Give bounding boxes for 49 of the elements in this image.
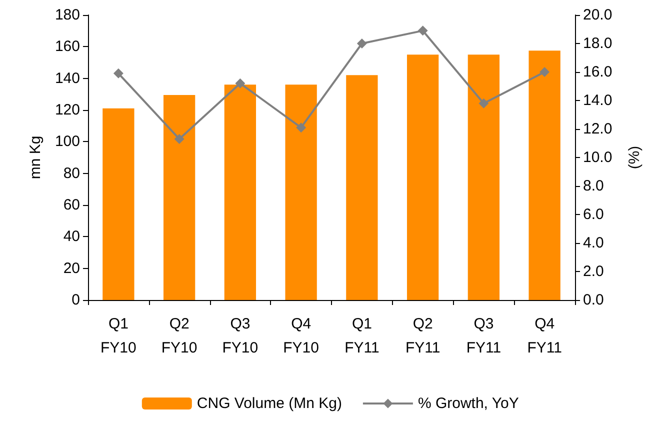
point [113,68,124,78]
x-tick-label: Q3 FY11 [466,316,502,356]
point [540,67,550,77]
y-tick-label: 160 [54,38,80,56]
y2-tick-label: 4.0 [583,234,604,252]
bar [406,54,439,300]
y2-tick-label: 20.0 [583,6,612,24]
x-tick-label: Q2 FY11 [405,316,440,356]
bar [224,84,256,300]
y2-axis-title: (%) [626,146,643,170]
point [356,38,367,48]
y-tick-label: 140 [54,70,80,87]
point [296,122,306,133]
y2-tick-label: 14.0 [583,92,612,109]
x-tick-label: Q4 FY11 [527,316,562,356]
y2-tick-label: 0.0 [583,292,604,308]
point [174,134,184,144]
y-tick-label: 100 [54,133,80,150]
y-tick-label: 20 [63,260,80,277]
y2-tick-label: 8.0 [583,178,604,194]
y2-tick-label: 18.0 [583,35,612,52]
x-tick-label: Q4 FY10 [283,316,319,356]
point [478,98,489,108]
y2-tick-label: 6.0 [583,206,604,223]
y-tick-label: 180 [54,6,80,24]
bar [468,54,500,300]
y-tick-label: 80 [63,164,80,182]
legend-label: CNG Volume (Mn Kg) [196,395,342,412]
bar [346,75,378,300]
x-tick-label: Q3 FY10 [222,316,258,356]
bar [285,84,317,300]
x-tick-label: Q1 FY10 [100,316,136,356]
bar [528,50,560,300]
y-axis-title: mn Kg [27,136,44,180]
y-tick-label: 120 [54,102,80,118]
point [418,26,428,36]
legend-label: % Growth, YoY [418,395,519,412]
point [235,78,246,88]
y-tick-label: 40 [63,228,80,246]
bar [102,108,134,300]
y2-tick-label: 16.0 [583,64,612,80]
y2-tick-label: 10.0 [583,149,612,166]
bar [163,94,196,300]
x-tick-label: Q2 FY10 [161,316,198,356]
y-tick-label: 0 [72,292,80,308]
y-tick-label: 60 [63,196,80,214]
y2-tick-label: 2.0 [583,263,604,280]
y2-tick-label: 12.0 [583,120,612,138]
x-tick-label: Q1 FY11 [344,316,380,356]
